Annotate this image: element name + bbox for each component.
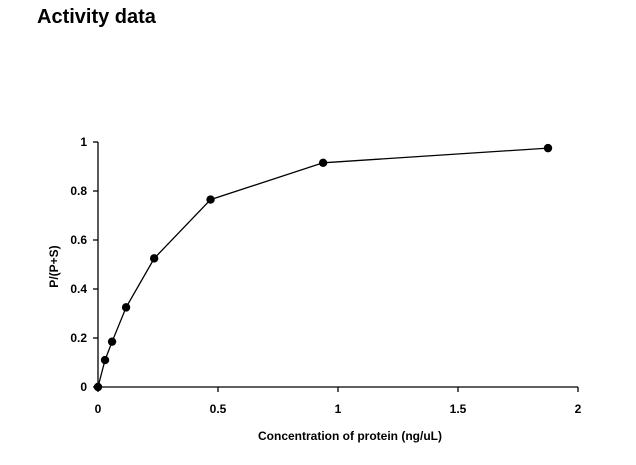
y-tick-label: 0.4 (70, 282, 87, 296)
y-tick-label: 0 (80, 380, 87, 394)
data-point (149, 254, 159, 263)
y-axis: 0 0.2 0.4 0.6 0.8 1 (70, 135, 99, 394)
x-tick-label: 0 (95, 402, 102, 416)
data-point (121, 303, 131, 312)
x-tick-label: 1 (335, 402, 342, 416)
data-point (93, 382, 103, 392)
y-axis-label: P/(P+S) (47, 245, 61, 287)
y-ticks: 0 0.2 0.4 0.6 0.8 1 (70, 135, 98, 394)
y-tick-label: 0.8 (70, 184, 87, 198)
y-tick-label: 0.2 (70, 331, 87, 345)
x-axis-label: Concentration of protein (ng/uL) (258, 429, 442, 443)
x-tick-label: 2 (575, 402, 582, 416)
y-tick-label: 0.6 (70, 233, 87, 247)
page-title: Activity data (37, 6, 156, 28)
data-point (100, 355, 110, 365)
data-point (543, 143, 553, 153)
series-line (97, 147, 549, 388)
data-point (206, 195, 215, 204)
x-tick-label: 0.5 (210, 402, 227, 416)
data-point (107, 337, 117, 346)
x-tick-label: 1.5 (450, 402, 467, 416)
plot-series (93, 143, 553, 392)
data-point (318, 158, 328, 168)
x-ticks: 0 0.5 1 1.5 2 (95, 387, 582, 416)
y-tick-label: 1 (80, 135, 87, 149)
x-axis: 0 0.5 1 1.5 2 (95, 386, 582, 416)
